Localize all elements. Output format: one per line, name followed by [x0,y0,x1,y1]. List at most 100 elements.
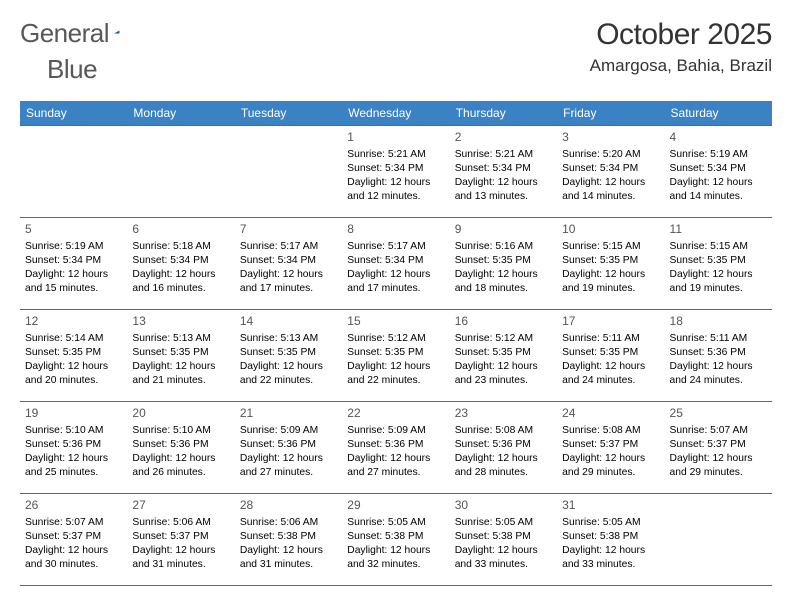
sunrise-text: Sunrise: 5:12 AM [455,332,552,346]
daylight-text: Daylight: 12 hours and 32 minutes. [347,544,444,572]
daylight-text: Daylight: 12 hours and 20 minutes. [25,360,122,388]
sunrise-text: Sunrise: 5:14 AM [25,332,122,346]
calendar-table: SundayMondayTuesdayWednesdayThursdayFrid… [20,101,772,586]
calendar-day-cell: 26Sunrise: 5:07 AMSunset: 5:37 PMDayligh… [20,494,127,586]
sunrise-text: Sunrise: 5:11 AM [670,332,767,346]
day-header: Monday [127,101,234,126]
sunrise-text: Sunrise: 5:13 AM [240,332,337,346]
sunset-text: Sunset: 5:38 PM [455,530,552,544]
daylight-text: Daylight: 12 hours and 19 minutes. [562,268,659,296]
sunrise-text: Sunrise: 5:08 AM [562,424,659,438]
daylight-text: Daylight: 12 hours and 14 minutes. [562,176,659,204]
calendar-day-cell: 5Sunrise: 5:19 AMSunset: 5:34 PMDaylight… [20,218,127,310]
daylight-text: Daylight: 12 hours and 26 minutes. [132,452,229,480]
calendar-day-cell: 7Sunrise: 5:17 AMSunset: 5:34 PMDaylight… [235,218,342,310]
sunrise-text: Sunrise: 5:21 AM [347,148,444,162]
day-header: Friday [557,101,664,126]
calendar-head: SundayMondayTuesdayWednesdayThursdayFrid… [20,101,772,126]
day-number: 9 [455,221,552,237]
day-number: 10 [562,221,659,237]
sunset-text: Sunset: 5:36 PM [347,438,444,452]
daylight-text: Daylight: 12 hours and 12 minutes. [347,176,444,204]
day-number: 15 [347,313,444,329]
day-number: 31 [562,497,659,513]
day-number: 17 [562,313,659,329]
sunrise-text: Sunrise: 5:12 AM [347,332,444,346]
calendar-day-cell: 4Sunrise: 5:19 AMSunset: 5:34 PMDaylight… [665,126,772,218]
sunset-text: Sunset: 5:35 PM [455,346,552,360]
calendar-day-cell: 3Sunrise: 5:20 AMSunset: 5:34 PMDaylight… [557,126,664,218]
day-number: 21 [240,405,337,421]
day-number: 5 [25,221,122,237]
sunset-text: Sunset: 5:34 PM [455,162,552,176]
daylight-text: Daylight: 12 hours and 25 minutes. [25,452,122,480]
brand-logo: General [20,18,144,49]
calendar-day-cell: 22Sunrise: 5:09 AMSunset: 5:36 PMDayligh… [342,402,449,494]
daylight-text: Daylight: 12 hours and 33 minutes. [562,544,659,572]
calendar-week-row: 12Sunrise: 5:14 AMSunset: 5:35 PMDayligh… [20,310,772,402]
day-number: 16 [455,313,552,329]
day-number: 13 [132,313,229,329]
daylight-text: Daylight: 12 hours and 31 minutes. [132,544,229,572]
calendar-day-cell [235,126,342,218]
day-number: 6 [132,221,229,237]
calendar-day-cell: 23Sunrise: 5:08 AMSunset: 5:36 PMDayligh… [450,402,557,494]
sunrise-text: Sunrise: 5:05 AM [455,516,552,530]
sunrise-text: Sunrise: 5:13 AM [132,332,229,346]
calendar-day-cell: 29Sunrise: 5:05 AMSunset: 5:38 PMDayligh… [342,494,449,586]
calendar-week-row: 26Sunrise: 5:07 AMSunset: 5:37 PMDayligh… [20,494,772,586]
sunrise-text: Sunrise: 5:19 AM [25,240,122,254]
calendar-day-cell [665,494,772,586]
sunrise-text: Sunrise: 5:08 AM [455,424,552,438]
daylight-text: Daylight: 12 hours and 33 minutes. [455,544,552,572]
daylight-text: Daylight: 12 hours and 30 minutes. [25,544,122,572]
calendar-day-cell: 28Sunrise: 5:06 AMSunset: 5:38 PMDayligh… [235,494,342,586]
calendar-day-cell: 31Sunrise: 5:05 AMSunset: 5:38 PMDayligh… [557,494,664,586]
sunset-text: Sunset: 5:36 PM [240,438,337,452]
calendar-day-cell: 25Sunrise: 5:07 AMSunset: 5:37 PMDayligh… [665,402,772,494]
daylight-text: Daylight: 12 hours and 21 minutes. [132,360,229,388]
calendar-day-cell: 24Sunrise: 5:08 AMSunset: 5:37 PMDayligh… [557,402,664,494]
sunrise-text: Sunrise: 5:10 AM [132,424,229,438]
day-number: 19 [25,405,122,421]
daylight-text: Daylight: 12 hours and 16 minutes. [132,268,229,296]
calendar-day-cell: 20Sunrise: 5:10 AMSunset: 5:36 PMDayligh… [127,402,234,494]
sunset-text: Sunset: 5:37 PM [562,438,659,452]
day-number: 11 [670,221,767,237]
sunrise-text: Sunrise: 5:07 AM [670,424,767,438]
calendar-day-cell: 1Sunrise: 5:21 AMSunset: 5:34 PMDaylight… [342,126,449,218]
daylight-text: Daylight: 12 hours and 17 minutes. [347,268,444,296]
daylight-text: Daylight: 12 hours and 29 minutes. [562,452,659,480]
sunset-text: Sunset: 5:36 PM [132,438,229,452]
calendar-day-cell: 30Sunrise: 5:05 AMSunset: 5:38 PMDayligh… [450,494,557,586]
sunrise-text: Sunrise: 5:17 AM [347,240,444,254]
sunset-text: Sunset: 5:35 PM [347,346,444,360]
sunset-text: Sunset: 5:34 PM [562,162,659,176]
calendar-day-cell: 18Sunrise: 5:11 AMSunset: 5:36 PMDayligh… [665,310,772,402]
day-number: 28 [240,497,337,513]
day-header: Sunday [20,101,127,126]
day-number: 26 [25,497,122,513]
calendar-day-cell [127,126,234,218]
calendar-day-cell: 16 Sunrise: 5:12 AMSunset: 5:35 PMDayligh… [450,310,557,402]
day-header: Thursday [450,101,557,126]
sunset-text: Sunset: 5:34 PM [347,162,444,176]
sunrise-text: Sunrise: 5:06 AM [132,516,229,530]
day-number: 23 [455,405,552,421]
daylight-text: Daylight: 12 hours and 17 minutes. [240,268,337,296]
brand-part1: General [20,18,109,49]
calendar-day-cell: 13Sunrise: 5:13 AMSunset: 5:35 PMDayligh… [127,310,234,402]
sunrise-text: Sunrise: 5:15 AM [670,240,767,254]
sunset-text: Sunset: 5:37 PM [132,530,229,544]
sunset-text: Sunset: 5:36 PM [455,438,552,452]
calendar-day-cell: 15 Sunrise: 5:12 AMSunset: 5:35 PMDayligh… [342,310,449,402]
daylight-text: Daylight: 12 hours and 27 minutes. [347,452,444,480]
calendar-day-cell: 14Sunrise: 5:13 AMSunset: 5:35 PMDayligh… [235,310,342,402]
sunset-text: Sunset: 5:36 PM [25,438,122,452]
sunset-text: Sunset: 5:38 PM [562,530,659,544]
sunrise-text: Sunrise: 5:06 AM [240,516,337,530]
sunset-text: Sunset: 5:34 PM [240,254,337,268]
sunrise-text: Sunrise: 5:21 AM [455,148,552,162]
daylight-text: Daylight: 12 hours and 22 minutes. [347,360,444,388]
daylight-text: Daylight: 12 hours and 23 minutes. [455,360,552,388]
